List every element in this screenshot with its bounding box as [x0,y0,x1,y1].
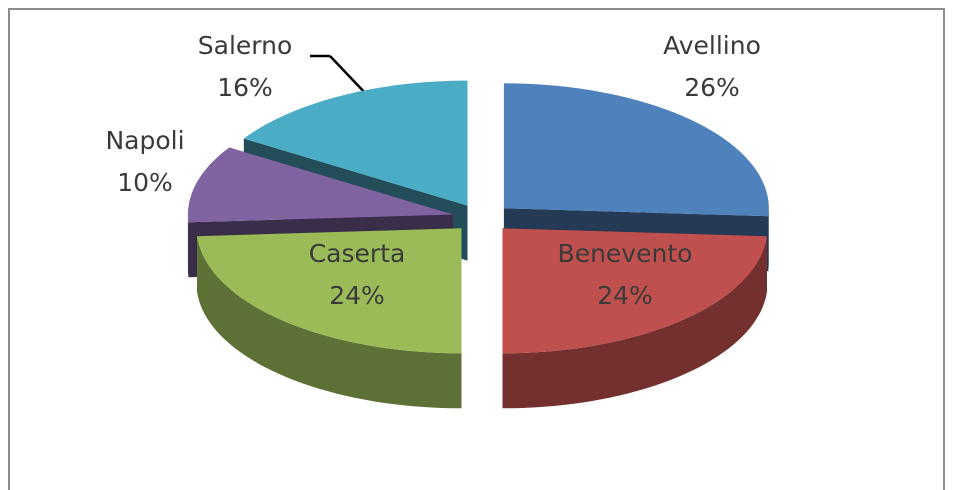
slice [197,228,462,354]
slice [503,83,769,217]
slice [243,80,468,206]
value-label: 26% [684,73,740,102]
slice [502,228,767,354]
slice [187,147,453,223]
category-label: Caserta [309,239,406,268]
slice-side [187,214,189,278]
value-label: 16% [217,73,273,102]
value-label: 10% [117,168,173,197]
slice-side [768,208,769,272]
category-label: Salerno [198,31,293,60]
category-label: Avellino [663,31,761,60]
slice-side [197,236,462,409]
value-label: 24% [329,281,385,310]
leader-line [329,55,369,97]
slice-side [502,236,767,409]
category-label: Napoli [105,126,184,155]
value-label: 24% [597,281,653,310]
chart-frame [8,8,945,490]
category-label: Benevento [558,239,693,268]
